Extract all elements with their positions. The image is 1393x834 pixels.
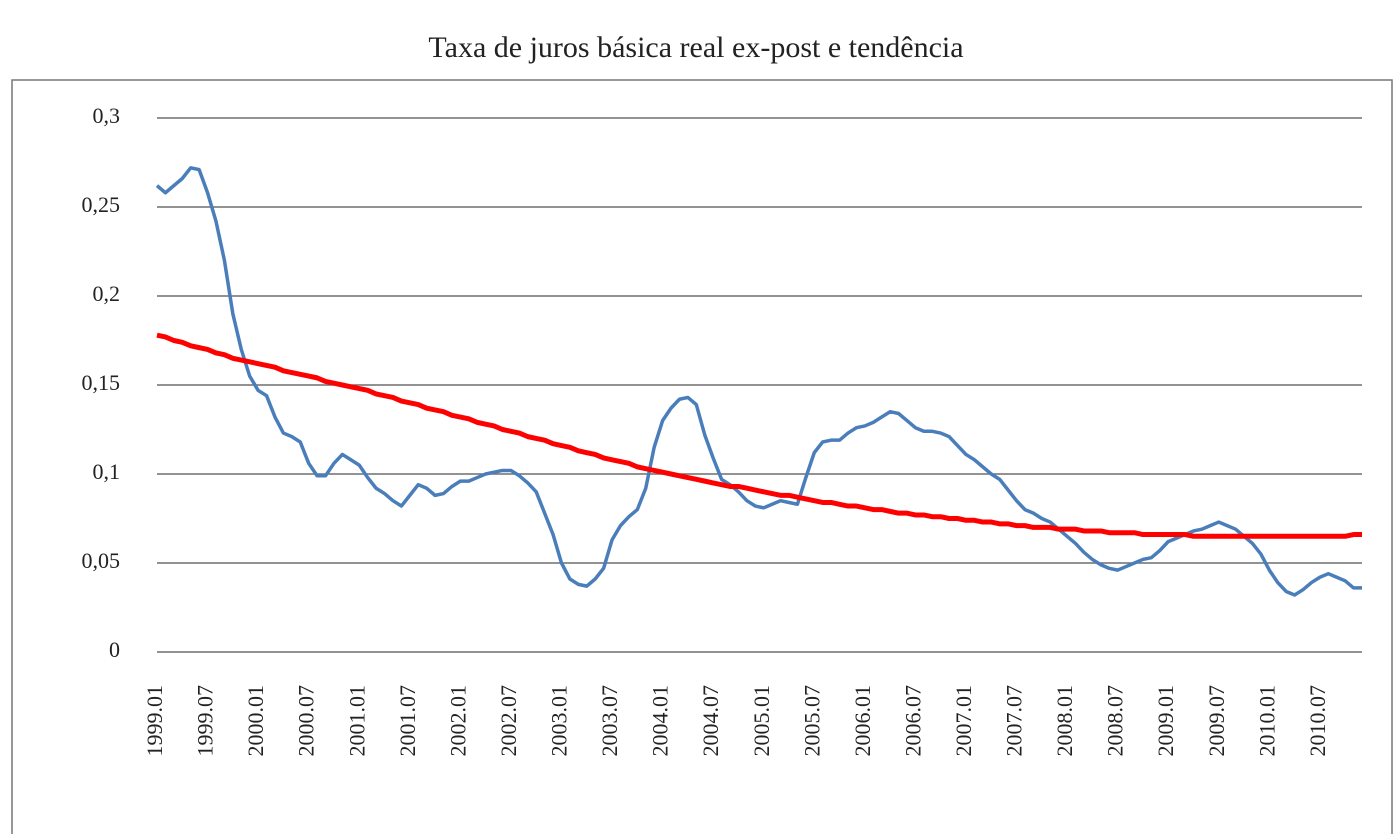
x-tick-label: 2006.07 <box>900 685 925 757</box>
x-tick-label: 2002.01 <box>445 685 470 757</box>
y-tick-label: 0,25 <box>82 192 121 217</box>
line-series <box>156 332 1362 539</box>
x-tick-label: 2005.07 <box>799 685 824 757</box>
y-tick-label: 0,1 <box>93 459 121 484</box>
x-tick-label: 2004.07 <box>698 685 723 757</box>
x-tick-label: 2002.07 <box>496 685 521 757</box>
x-tick-label: 1999.01 <box>142 685 167 757</box>
x-tick-label: 2001.07 <box>395 685 420 757</box>
chart-title: Taxa de juros básica real ex-post e tend… <box>428 31 963 64</box>
x-tick-label: 1999.07 <box>193 685 218 757</box>
x-tick-label: 2007.01 <box>951 685 976 757</box>
y-tick-label: 0,15 <box>82 370 121 395</box>
y-tick-label: 0 <box>109 637 120 662</box>
x-tick-label: 2003.07 <box>597 685 622 757</box>
x-tick-label: 2006.01 <box>850 685 875 757</box>
x-tick-label: 2000.01 <box>243 685 268 757</box>
x-tick-label: 2000.07 <box>294 685 319 757</box>
x-tick-label: 2005.01 <box>749 685 774 757</box>
chart-frame <box>11 79 1393 834</box>
line-series <box>155 166 1362 597</box>
x-tick-label: 2003.01 <box>547 685 572 757</box>
x-tick-label: 2009.01 <box>1153 685 1178 757</box>
x-tick-label: 2009.07 <box>1204 685 1229 757</box>
x-tick-label: 2008.07 <box>1103 685 1128 757</box>
x-tick-label: 2008.01 <box>1052 685 1077 757</box>
x-tick-label: 2001.01 <box>344 685 369 757</box>
y-tick-label: 0,05 <box>82 548 121 573</box>
x-tick-label: 2007.07 <box>1002 685 1027 757</box>
x-tick-label: 2004.01 <box>648 685 673 757</box>
x-tick-label: 2010.07 <box>1305 685 1330 757</box>
x-tick-label: 2010.01 <box>1254 685 1279 757</box>
y-tick-label: 0,3 <box>93 103 121 128</box>
y-tick-label: 0,2 <box>93 281 121 306</box>
